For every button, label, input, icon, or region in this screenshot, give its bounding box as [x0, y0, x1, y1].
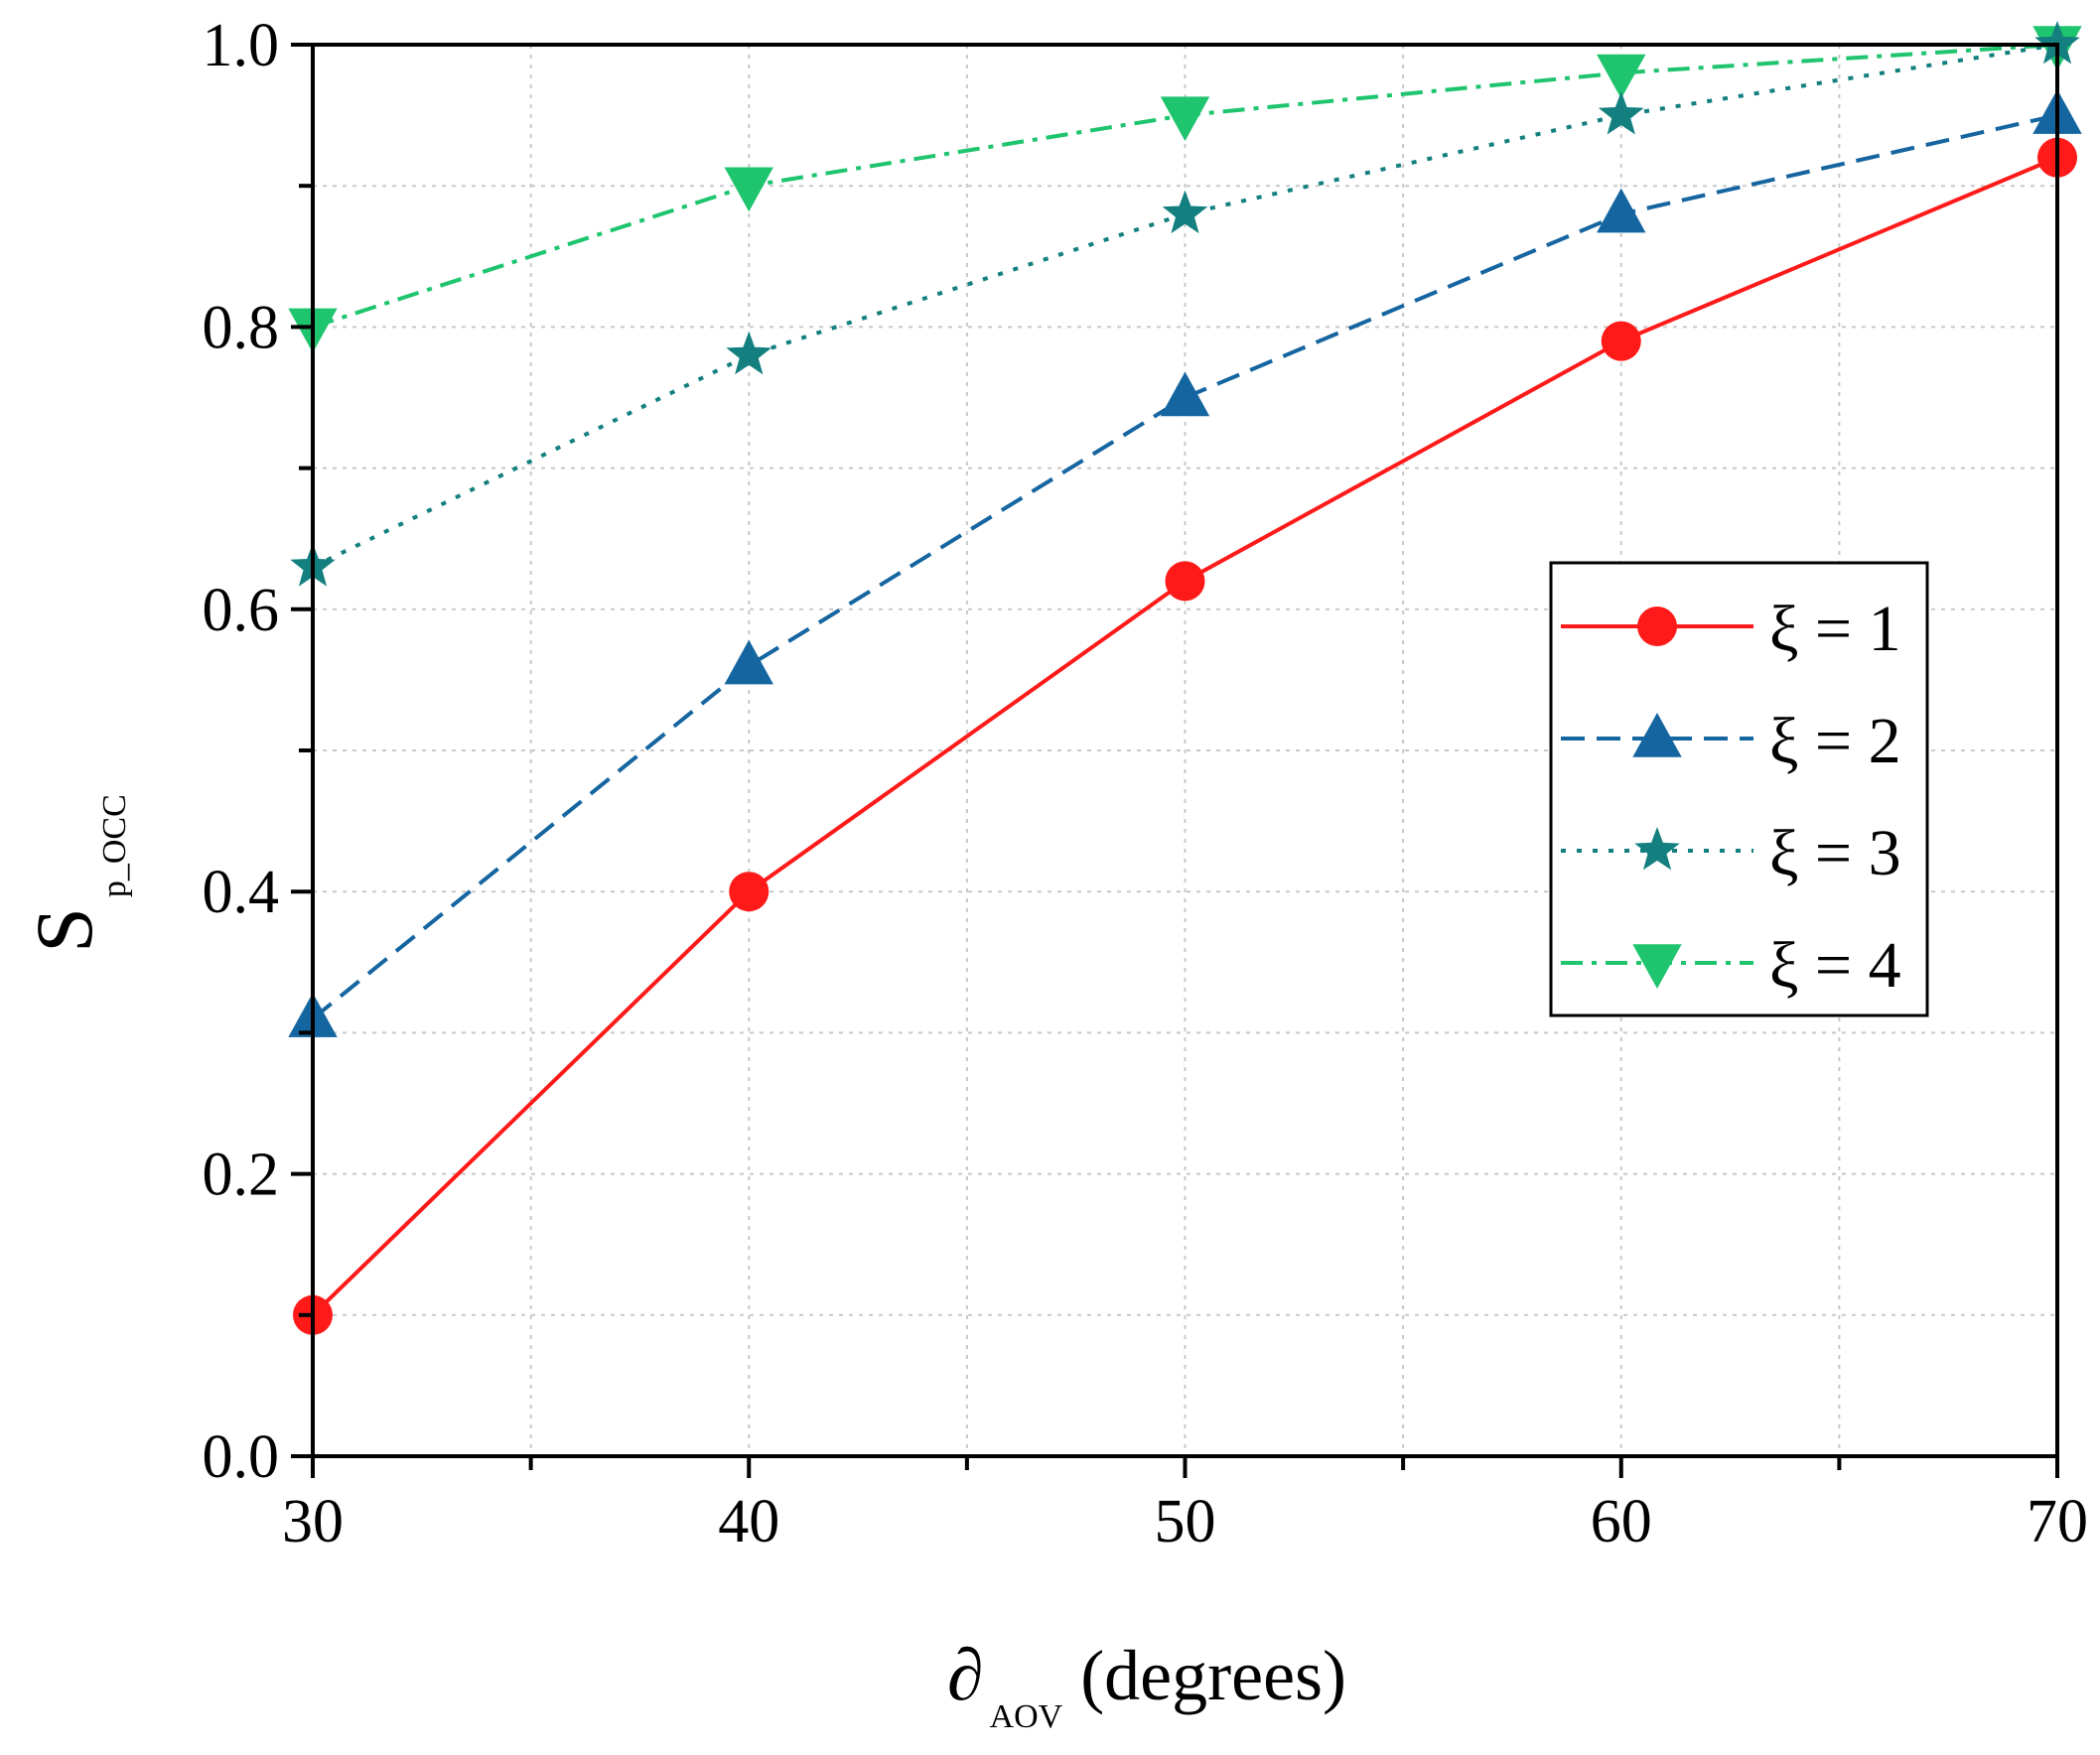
legend-label: ξ = 1: [1769, 593, 1901, 665]
series-2-point: [724, 639, 773, 685]
series-1-point: [1601, 321, 1641, 361]
x-axis-symbol: ∂: [947, 1635, 984, 1716]
legend-marker: [1632, 713, 1682, 757]
y-tick-label: 0.4: [203, 859, 280, 926]
y-tick-label: 0.2: [203, 1142, 280, 1209]
x-axis-title: ∂AOV (degrees): [947, 1635, 1346, 1735]
y-tick-label: 0.0: [203, 1423, 280, 1491]
series-4-point: [1597, 54, 1646, 99]
legend-item-1: ξ = 1: [1561, 593, 1901, 665]
x-tick-label: 30: [282, 1488, 344, 1555]
series-3-point: [1598, 91, 1644, 135]
legend-item-2: ξ = 2: [1561, 705, 1901, 777]
series-2-point: [1597, 188, 1646, 233]
x-tick-label: 70: [2027, 1488, 2088, 1555]
x-tick-label: 40: [718, 1488, 779, 1555]
series-3-point: [726, 331, 772, 375]
series-4-point: [1160, 96, 1210, 142]
series-1-point: [729, 872, 770, 912]
series-2-point: [1160, 371, 1210, 417]
legend-marker: [1634, 827, 1680, 871]
series-4-point: [724, 167, 773, 212]
x-tick-label: 60: [1591, 1488, 1652, 1555]
y-axis-title: Sp_OCC: [19, 794, 133, 953]
y-axis-symbol: S: [19, 907, 109, 953]
x-axis-subscript: AOV: [990, 1698, 1063, 1735]
legend-item-3: ξ = 3: [1561, 817, 1901, 889]
series-3-point: [1162, 190, 1208, 234]
series-1-point: [1165, 561, 1205, 602]
legend: ξ = 1 ξ = 2 ξ = 3 ξ = 4: [1549, 561, 1929, 1017]
legend-label: ξ = 4: [1769, 929, 1901, 1002]
y-tick-label: 0.8: [203, 294, 280, 361]
series-1: [293, 137, 2077, 1335]
legend-label: ξ = 3: [1769, 817, 1901, 889]
y-tick-label: 1.0: [203, 12, 280, 79]
axis-ticks: 30 40 50 60 70 0.0 0.2 0.4 0.6 0.8 1.0: [203, 12, 2089, 1555]
y-tick-label: 0.6: [203, 577, 280, 644]
legend-item-4: ξ = 4: [1561, 929, 1901, 1002]
legend-marker: [1637, 607, 1677, 646]
y-axis-subscript: p_OCC: [96, 794, 133, 897]
legend-label: ξ = 2: [1769, 705, 1901, 777]
x-tick-label: 50: [1155, 1488, 1216, 1555]
series-3-point: [2034, 21, 2080, 65]
legend-marker: [1632, 944, 1682, 989]
x-axis-unit: (degrees): [1080, 1636, 1346, 1715]
legend-box: [1549, 561, 1929, 1017]
